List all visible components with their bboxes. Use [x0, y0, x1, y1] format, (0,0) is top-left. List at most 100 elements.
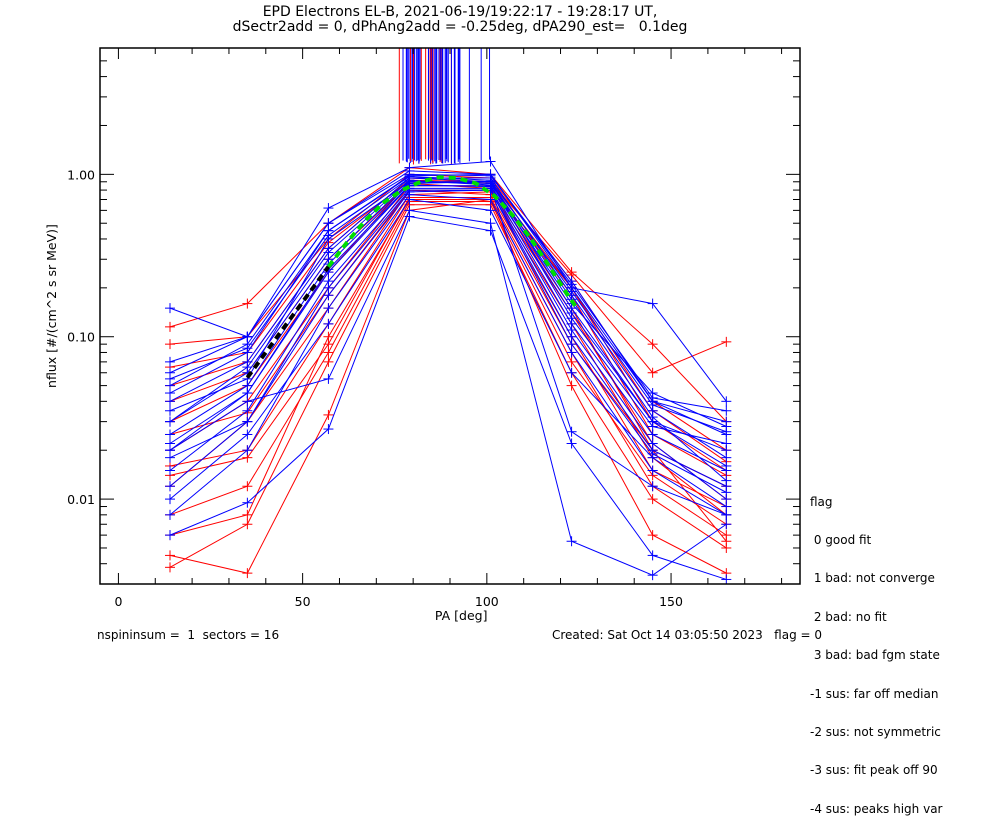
data-point-marker [647, 367, 658, 378]
series-spin-a7 [165, 162, 732, 427]
legend-item: -1 sus: far off median [810, 686, 939, 701]
series-line [169, 160, 727, 402]
legend-item: 3 bad: bad fgm state [810, 648, 940, 663]
data-point-marker [323, 230, 334, 241]
data-point-marker [165, 321, 175, 332]
data-point-marker [404, 205, 415, 216]
data-point-marker [566, 325, 577, 336]
series-spin-a9 [165, 186, 732, 520]
data-point-marker [485, 205, 496, 216]
data-point-marker [242, 405, 253, 416]
data-point-marker [647, 392, 658, 403]
series-spin-b13 [165, 194, 732, 512]
data-point-marker [485, 169, 496, 180]
data-point-marker [242, 388, 253, 399]
series-line [169, 209, 727, 576]
data-point-marker [242, 519, 253, 530]
data-point-marker [721, 336, 732, 347]
data-point-marker [485, 181, 496, 192]
data-point-marker [647, 339, 658, 350]
data-point-marker [242, 481, 253, 492]
chart-title-line2: dSectr2add = 0, dPhAng2add = -0.25deg, d… [232, 19, 688, 35]
data-point-marker [721, 426, 732, 437]
series-spin-b2 [165, 169, 732, 440]
series-spin-b20 [165, 165, 732, 416]
data-point-marker [323, 247, 334, 258]
data-point-marker [242, 429, 253, 440]
data-point-marker [566, 307, 577, 318]
y-axis-label: nflux [#/(cm^2 s sr MeV)] [44, 224, 59, 388]
data-point-marker [721, 574, 732, 584]
data-point-marker [165, 509, 175, 520]
legend-title: flag [810, 494, 833, 509]
series-line [169, 177, 727, 481]
data-point-marker [647, 465, 658, 476]
data-point-marker [323, 373, 334, 384]
data-point-marker [566, 339, 577, 350]
data-point-marker [721, 487, 732, 498]
data-point-marker [647, 298, 658, 309]
data-point-marker [566, 367, 577, 378]
data-point-marker [485, 194, 496, 205]
data-point-marker [485, 156, 496, 167]
data-point-marker [165, 388, 175, 399]
data-point-marker [323, 356, 334, 367]
series-spin-b8 [165, 211, 732, 584]
series-line [169, 199, 727, 536]
data-point-marker [647, 412, 658, 423]
data-point-marker [323, 409, 334, 420]
data-point-marker [165, 339, 175, 350]
data-point-marker [242, 331, 253, 342]
y-tick-label: 0.01 [67, 492, 95, 507]
data-point-marker [647, 494, 658, 505]
footer-right-info: Created: Sat Oct 14 03:05:50 2023 flag =… [552, 628, 823, 642]
chart-title-line1: EPD Electrons EL-B, 2021-06-19/19:22:17 … [262, 4, 658, 20]
data-point-marker [647, 438, 658, 449]
data-point-marker [165, 494, 175, 505]
legend-item: -4 sus: peaks high var [810, 801, 943, 816]
data-point-marker [242, 509, 253, 520]
data-point-marker [165, 481, 175, 492]
data-point-marker [721, 396, 732, 407]
data-point-marker [566, 426, 577, 437]
data-point-marker [242, 362, 253, 373]
x-tick-label: 150 [659, 594, 683, 609]
data-point-marker [721, 509, 732, 520]
data-point-marker [647, 448, 658, 459]
x-tick-label: 100 [475, 594, 499, 609]
series-line [169, 184, 727, 516]
series-line [169, 189, 727, 493]
extrapolation-curve [245, 265, 331, 379]
data-point-marker [323, 218, 334, 229]
flag-legend: flag 0 good fit 1 bad: not converge 2 ba… [810, 470, 942, 828]
series-spin-b11 [165, 169, 732, 427]
series-line [169, 189, 727, 487]
data-point-marker [647, 481, 658, 492]
data-point-marker [242, 416, 253, 427]
data-point-marker [165, 405, 175, 416]
data-point-marker [165, 303, 175, 314]
data-point-marker [566, 380, 577, 391]
data-point-marker [566, 279, 577, 290]
data-point-marker [721, 536, 732, 547]
data-point-marker [165, 550, 175, 561]
footer-left-info: nspininsum = 1 sectors = 16 [97, 628, 280, 642]
data-point-marker [165, 465, 175, 476]
series-line [169, 179, 727, 467]
data-point-marker [566, 438, 577, 449]
data-point-marker [323, 290, 334, 301]
data-point-marker [165, 452, 175, 463]
data-point-marker [721, 460, 732, 471]
data-point-marker [165, 373, 175, 384]
data-layer [165, 48, 732, 584]
data-point-marker [165, 530, 175, 541]
data-point-marker [647, 550, 658, 561]
x-tick-label: 50 [295, 594, 311, 609]
data-point-marker [721, 475, 732, 486]
chart-plot: 0 50 100 150 0.01 0.10 1.00 PA [deg] nflux [#/(c… [44, 47, 801, 623]
y-tick-label: 0.10 [67, 330, 95, 345]
data-point-marker [165, 438, 175, 449]
legend-item: 1 bad: not converge [810, 571, 935, 586]
data-point-marker [323, 318, 334, 329]
data-point-marker [242, 568, 253, 579]
